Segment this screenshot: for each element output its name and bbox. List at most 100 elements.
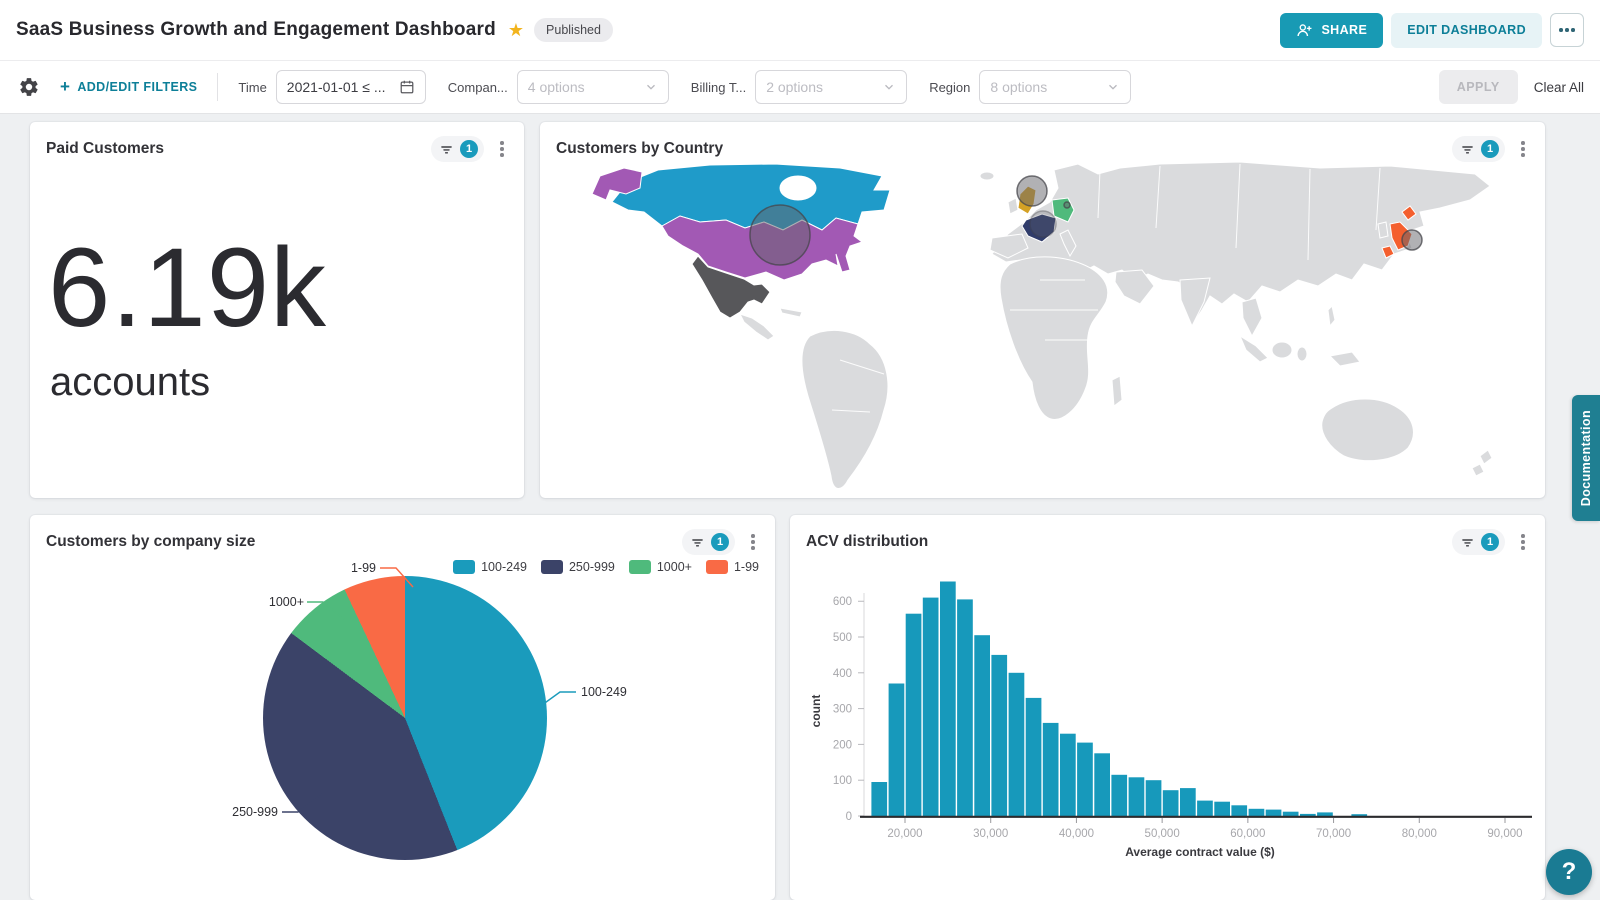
- favorite-star-icon[interactable]: ★: [507, 19, 525, 40]
- legend-item[interactable]: 1-99: [705, 560, 759, 574]
- header-actions: SHARE EDIT DASHBOARD: [1280, 12, 1584, 48]
- widget-menu-button[interactable]: [494, 138, 510, 160]
- widget-filter-chip[interactable]: 1: [682, 529, 735, 555]
- legend-item[interactable]: 100-249: [453, 560, 527, 574]
- kpi-value: 6.19k: [48, 225, 327, 350]
- billing-filter-label: Billing T...: [690, 79, 747, 95]
- status-badge: Published: [534, 18, 613, 42]
- bubble-france: [1029, 210, 1057, 238]
- pie-chart[interactable]: [263, 576, 547, 860]
- time-filter-value: 2021-01-01 ≤ ...: [286, 79, 386, 95]
- billing-filter-select[interactable]: 2 options: [755, 70, 908, 104]
- svg-text:90,000: 90,000: [1487, 828, 1522, 840]
- widget-header: Paid Customers 1: [30, 122, 524, 162]
- legend-item[interactable]: 250-999: [540, 560, 615, 574]
- filter-icon: [439, 142, 454, 157]
- filter-icon: [1460, 535, 1475, 550]
- bubble-uk: [1016, 175, 1048, 207]
- widget-header: Customers by Country 1: [540, 122, 1545, 162]
- svg-text:70,000: 70,000: [1316, 828, 1351, 840]
- country-mexico: [691, 255, 771, 319]
- filter-icon: [690, 535, 705, 550]
- apply-button[interactable]: APPLY: [1438, 70, 1518, 104]
- edit-dashboard-button[interactable]: EDIT DASHBOARD: [1391, 12, 1542, 48]
- filter-count-badge: 1: [1481, 140, 1499, 158]
- widget-filter-chip[interactable]: 1: [431, 136, 484, 162]
- widget-title: Customers by Country: [556, 140, 724, 157]
- widget-title: Customers by company size: [46, 533, 256, 550]
- widget-filter-chip[interactable]: 1: [1452, 529, 1505, 555]
- legend-label: 1000+: [656, 560, 692, 574]
- world-map-chart[interactable]: [540, 160, 1545, 498]
- region-filter-select[interactable]: 8 options: [979, 70, 1132, 104]
- region-filter-value: 8 options: [990, 79, 1048, 95]
- chevron-down-icon: [1106, 80, 1120, 94]
- filter-bar: + ADD/EDIT FILTERS Time 2021-01-01 ≤ ...…: [0, 60, 1600, 114]
- svg-text:400: 400: [833, 668, 852, 680]
- pie-label-1-99: 1-99: [350, 561, 376, 575]
- svg-text:100: 100: [833, 775, 852, 787]
- widget-acv-distribution: ACV distribution 1 0 100 200 300 400 500 600 20…: [790, 515, 1545, 900]
- legend-swatch: [540, 560, 563, 574]
- widget-title: ACV distribution: [806, 533, 929, 550]
- filter-count-badge: 1: [460, 140, 478, 158]
- add-edit-filters-button[interactable]: + ADD/EDIT FILTERS: [60, 77, 197, 97]
- bubble-germany: [1063, 201, 1071, 209]
- histogram-chart[interactable]: 0 100 200 300 400 500 600 20,000 30,000 40,000 50,…: [790, 515, 1545, 900]
- country-japan: [1401, 205, 1417, 221]
- kpi-unit: accounts: [50, 360, 211, 404]
- share-button-label: SHARE: [1321, 23, 1368, 37]
- country-japan: [1381, 245, 1395, 259]
- widget-header: Customers by company size 1: [30, 515, 775, 555]
- country-france: [1021, 213, 1057, 243]
- legend-swatch: [705, 560, 728, 574]
- widget-filter-chip[interactable]: 1: [1452, 136, 1505, 162]
- pie-label-250-999: 250-999: [232, 805, 278, 819]
- widget-title: Paid Customers: [46, 140, 165, 157]
- filter-group-time: Time 2021-01-01 ≤ ...: [238, 70, 426, 104]
- filter-group-region: Region 8 options: [929, 70, 1132, 104]
- company-filter-select[interactable]: 4 options: [516, 70, 669, 104]
- widget-customers-by-country: Customers by Country 1: [540, 122, 1545, 498]
- legend-swatch: [628, 560, 651, 574]
- filter-group-billing: Billing T... 2 options: [690, 70, 908, 104]
- share-button[interactable]: SHARE: [1280, 12, 1384, 48]
- documentation-tab[interactable]: Documentation: [1572, 395, 1600, 521]
- company-filter-label: Compan...: [447, 79, 508, 95]
- svg-text:600: 600: [833, 596, 852, 608]
- share-user-icon: [1296, 22, 1313, 39]
- help-button[interactable]: ?: [1546, 849, 1592, 895]
- gear-icon: [18, 76, 40, 98]
- ellipsis-icon: [1559, 28, 1563, 32]
- filter-group-company: Compan... 4 options: [448, 70, 669, 104]
- widget-menu-button[interactable]: [1515, 531, 1531, 553]
- svg-text:0: 0: [846, 811, 852, 823]
- widget-menu-button[interactable]: [745, 531, 761, 553]
- svg-text:80,000: 80,000: [1402, 828, 1437, 840]
- region-filter-label: Region: [929, 79, 971, 95]
- legend-label: 1-99: [733, 560, 759, 574]
- widget-menu-button[interactable]: [1515, 138, 1531, 160]
- bubble-usa: [749, 204, 811, 266]
- time-filter-label: Time: [238, 79, 267, 95]
- clear-all-button[interactable]: Clear All: [1533, 79, 1584, 95]
- documentation-tab-label: Documentation: [1579, 409, 1593, 507]
- page-title: SaaS Business Growth and Engagement Dash…: [16, 19, 496, 40]
- more-options-button[interactable]: [1550, 13, 1584, 47]
- edit-dashboard-label: EDIT DASHBOARD: [1407, 23, 1526, 37]
- time-filter-input[interactable]: 2021-01-01 ≤ ...: [275, 70, 426, 104]
- question-mark-icon: ?: [1561, 858, 1577, 885]
- svg-text:200: 200: [833, 739, 852, 751]
- widget-customers-by-company-size: Customers by company size 1 100-249 250-…: [30, 515, 775, 900]
- svg-text:20,000: 20,000: [887, 828, 922, 840]
- widget-paid-customers: Paid Customers 1 6.19k accounts: [30, 122, 524, 498]
- legend-item[interactable]: 1000+: [628, 560, 692, 574]
- calendar-icon: [399, 79, 415, 95]
- legend-label: 250-999: [568, 560, 615, 574]
- svg-text:30,000: 30,000: [973, 828, 1008, 840]
- bubble-japan: [1401, 229, 1423, 251]
- filter-count-badge: 1: [711, 533, 729, 551]
- svg-text:60,000: 60,000: [1230, 828, 1265, 840]
- filter-settings-button[interactable]: [16, 74, 42, 100]
- x-axis-label: Average contract value ($): [1125, 845, 1275, 859]
